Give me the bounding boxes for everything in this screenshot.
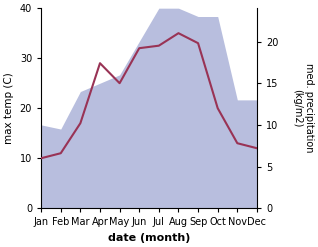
Y-axis label: max temp (C): max temp (C) xyxy=(4,72,14,144)
Y-axis label: med. precipitation
(kg/m2): med. precipitation (kg/m2) xyxy=(292,63,314,153)
X-axis label: date (month): date (month) xyxy=(108,233,190,243)
